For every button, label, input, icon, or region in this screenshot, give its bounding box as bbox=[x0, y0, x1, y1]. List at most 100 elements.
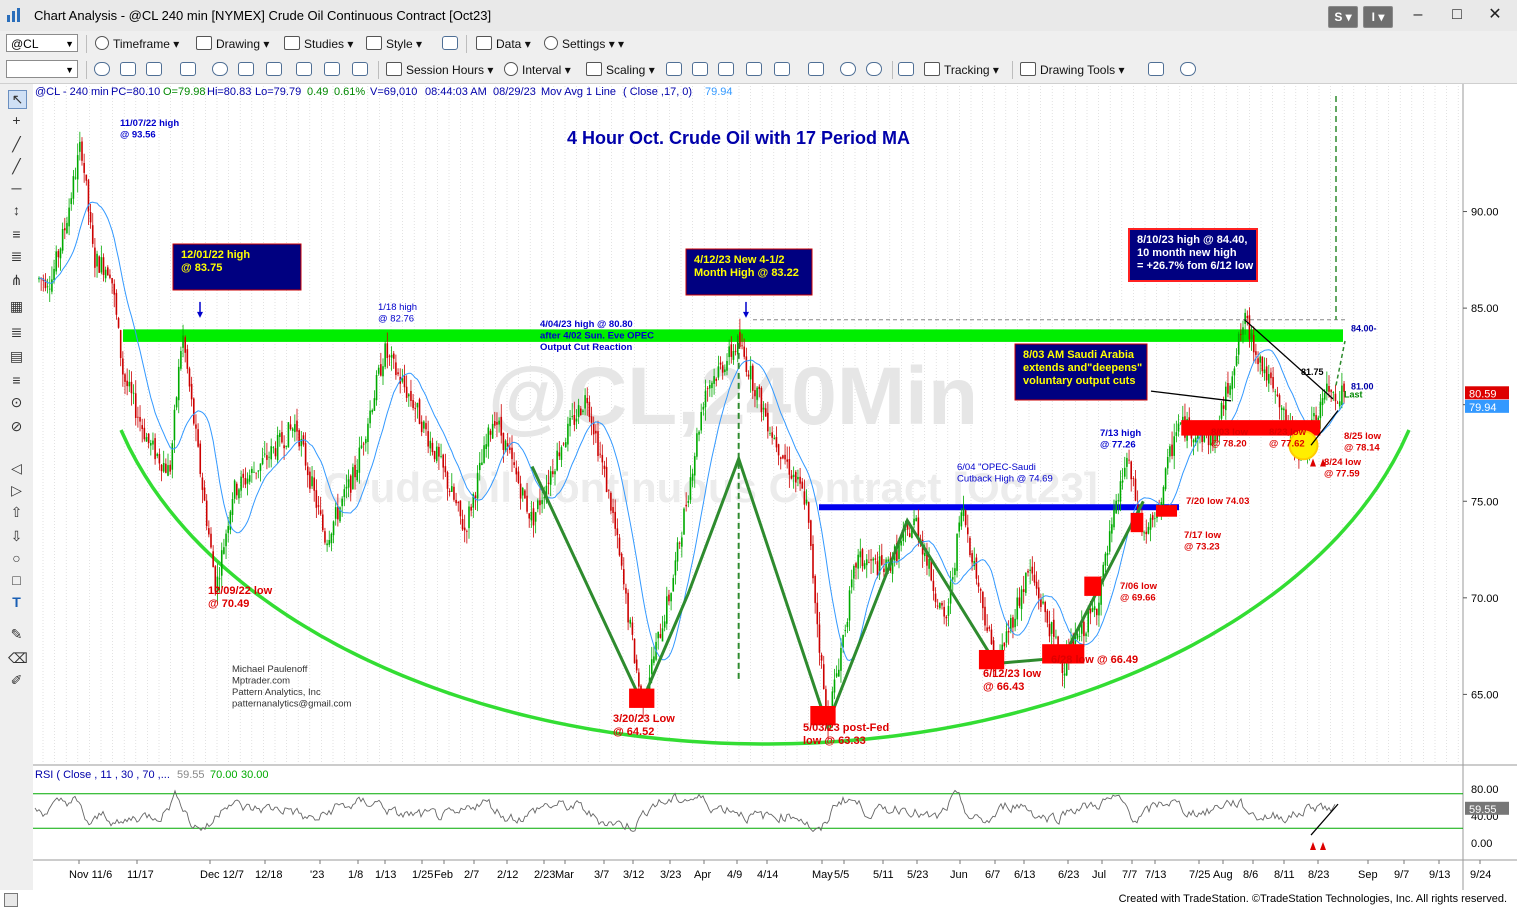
up-candle bbox=[257, 470, 260, 472]
cycle-icon[interactable]: ≣ bbox=[10, 324, 23, 340]
down-candle bbox=[463, 527, 466, 531]
annotation-a2-line: @ 83.75 bbox=[181, 262, 222, 274]
down-candle bbox=[807, 502, 810, 523]
interval-menu[interactable]: Interval ▾ bbox=[504, 62, 571, 78]
up-candle bbox=[61, 229, 64, 251]
up-candle bbox=[96, 253, 98, 267]
symbol-link-icon[interactable] bbox=[238, 62, 254, 76]
interval-input[interactable]: ▼ bbox=[6, 60, 78, 78]
spacing-icon[interactable] bbox=[746, 62, 762, 76]
right-arrow-tool-icon[interactable]: ▷ bbox=[11, 482, 22, 498]
delete-drawings-icon[interactable]: ✐ bbox=[10, 672, 23, 688]
layout-icon[interactable] bbox=[442, 36, 458, 50]
down-arrow-tool-icon[interactable]: ⇩ bbox=[10, 528, 23, 544]
grid-icon[interactable] bbox=[180, 62, 196, 76]
refresh-icon[interactable] bbox=[94, 62, 110, 76]
down-candle bbox=[775, 437, 778, 448]
minimize-button[interactable]: – bbox=[1413, 6, 1423, 23]
left-arrow-tool-icon[interactable]: ◁ bbox=[11, 460, 22, 476]
zoom-out-icon[interactable] bbox=[866, 62, 882, 76]
trendline-tool-icon[interactable]: ╱ bbox=[12, 136, 21, 152]
down-candle bbox=[760, 388, 763, 413]
down-candle bbox=[603, 465, 606, 469]
speed-lines-icon[interactable]: ≡ bbox=[12, 372, 21, 388]
chart-area[interactable]: @CL,240Min Crude Oil Continuous Contract … bbox=[33, 84, 1517, 890]
timeframe-menu[interactable]: Timeframe ▾ bbox=[95, 36, 179, 52]
symbol-input[interactable]: @CL ▼ bbox=[6, 34, 78, 52]
eraser-icon[interactable]: ⌫ bbox=[8, 650, 28, 666]
s-menu-button[interactable]: S ▾ bbox=[1328, 6, 1358, 28]
up-candle bbox=[696, 433, 698, 457]
time-tick-label: 1/8 bbox=[348, 869, 363, 881]
window-icon[interactable] bbox=[146, 62, 162, 76]
session-hours-menu[interactable]: Session Hours ▾ bbox=[386, 62, 493, 78]
retracement-icon[interactable]: ▤ bbox=[9, 348, 24, 364]
export-icon[interactable] bbox=[1148, 62, 1164, 76]
channel-tool-icon[interactable]: ≡ bbox=[12, 226, 21, 242]
dots-grid-icon[interactable] bbox=[898, 62, 914, 76]
settings-menu[interactable]: Settings ▾ ▾ bbox=[544, 36, 624, 52]
opec-cutback-line bbox=[819, 504, 1179, 511]
compress-icon[interactable] bbox=[774, 62, 790, 76]
chart-type-icon[interactable] bbox=[120, 62, 136, 76]
zoom-in-icon[interactable] bbox=[840, 62, 856, 76]
gann-icon[interactable]: ▦ bbox=[9, 298, 24, 314]
up-candle bbox=[416, 403, 419, 408]
fit-icon[interactable] bbox=[352, 62, 368, 76]
text-tool-icon[interactable]: T bbox=[12, 594, 21, 610]
tracking-menu[interactable]: Tracking ▾ bbox=[924, 62, 999, 78]
down-candle bbox=[242, 473, 245, 478]
studies-menu[interactable]: Studies ▾ bbox=[284, 36, 353, 52]
bars-narrow-icon[interactable] bbox=[718, 62, 734, 76]
ellipse-tool-icon[interactable]: ○ bbox=[12, 550, 21, 566]
annotation-a16-line: 7/17 low bbox=[1184, 530, 1222, 541]
data-menu[interactable]: Data ▾ bbox=[476, 36, 531, 52]
scroll-icon[interactable] bbox=[296, 62, 312, 76]
pointer-icon[interactable]: ↖ bbox=[8, 90, 27, 109]
zoom-icon[interactable] bbox=[324, 62, 340, 76]
down-candle bbox=[119, 330, 122, 358]
up-arrow-tool-icon[interactable]: ⇧ bbox=[10, 504, 23, 520]
maximize-button[interactable]: □ bbox=[1452, 6, 1462, 23]
regression-icon[interactable]: ⊙ bbox=[10, 394, 23, 410]
close-button[interactable]: ✕ bbox=[1488, 6, 1502, 23]
down-candle bbox=[812, 544, 814, 579]
down-candle bbox=[1315, 415, 1317, 421]
bars-icon[interactable] bbox=[666, 62, 682, 76]
drawing-menu[interactable]: Drawing ▾ bbox=[196, 36, 269, 52]
expand-icon[interactable] bbox=[808, 62, 824, 76]
down-candle bbox=[1265, 366, 1268, 381]
horizontal-line-icon[interactable]: ─ bbox=[11, 180, 22, 196]
down-candle bbox=[816, 602, 819, 625]
drawing-tools-menu[interactable]: Drawing Tools ▾ bbox=[1020, 62, 1125, 78]
down-candle bbox=[195, 424, 197, 429]
vertical-line-icon[interactable]: ↕ bbox=[13, 202, 20, 218]
interval-icon bbox=[504, 62, 518, 76]
up-candle bbox=[939, 603, 941, 609]
pitchfork-icon[interactable]: ⋔ bbox=[10, 272, 23, 288]
resize-grip-icon[interactable] bbox=[4, 893, 18, 907]
up-candle bbox=[1283, 408, 1285, 411]
candles-icon[interactable] bbox=[692, 62, 708, 76]
down-candle bbox=[1246, 315, 1249, 319]
style-menu[interactable]: Style ▾ bbox=[366, 36, 422, 52]
scaling-menu[interactable]: Scaling ▾ bbox=[586, 62, 655, 78]
rectangle-tool-icon[interactable]: □ bbox=[12, 572, 21, 588]
down-candle bbox=[255, 472, 257, 474]
ray-tool-icon[interactable]: ╱ bbox=[12, 158, 21, 174]
time-tick-label: 6/7 bbox=[985, 869, 1000, 881]
pencil-tool-icon[interactable] bbox=[8, 602, 25, 619]
pencil-icon[interactable]: ✎ bbox=[10, 626, 23, 642]
time-tick-label: 3/12 bbox=[623, 869, 644, 881]
down-candle bbox=[489, 430, 492, 435]
link-icon[interactable] bbox=[266, 62, 282, 76]
up-candle bbox=[1143, 532, 1145, 534]
i-menu-button[interactable]: I ▾ bbox=[1363, 6, 1393, 28]
comment-icon[interactable] bbox=[1180, 62, 1196, 76]
andrews-icon[interactable]: ⊘ bbox=[10, 418, 23, 434]
sync-icon[interactable] bbox=[212, 62, 228, 76]
fibonacci-icon[interactable]: ≣ bbox=[10, 248, 23, 264]
up-candle bbox=[1117, 500, 1120, 502]
crosshair-tool-icon[interactable]: + bbox=[12, 112, 21, 128]
